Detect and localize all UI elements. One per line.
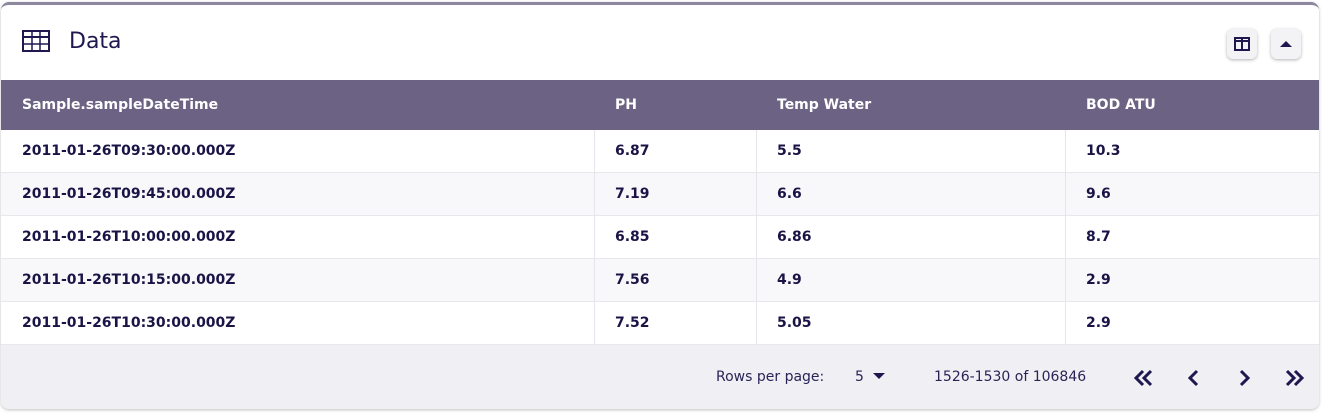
cell-divider: [594, 259, 595, 302]
table-cell: 6.85: [615, 229, 650, 245]
card-title: Data: [69, 29, 122, 54]
table-cell: 2011-01-26T09:45:00.000Z: [22, 186, 236, 202]
columns-button[interactable]: [1227, 29, 1257, 59]
table-cell: 2011-01-26T10:15:00.000Z: [22, 272, 236, 288]
cell-divider: [1065, 173, 1066, 216]
cell-divider: [1065, 259, 1066, 302]
column-header: PH: [615, 97, 637, 113]
cell-divider: [756, 173, 757, 216]
rows-per-page-value: 5: [855, 369, 864, 385]
column-header: BOD ATU: [1086, 97, 1156, 113]
table-header: Sample.sampleDateTime PH Temp Water BOD ATU: [1, 80, 1319, 130]
column-header: Sample.sampleDateTime: [22, 97, 219, 113]
table-cell: 8.7: [1086, 229, 1111, 245]
table-cell: 6.86: [777, 229, 812, 245]
table-icon: [22, 30, 50, 52]
cell-divider: [756, 259, 757, 302]
table-cell: 7.56: [615, 272, 650, 288]
page-range: 1526-1530 of 106846: [934, 369, 1087, 385]
table-cell: 7.19: [615, 186, 650, 202]
table-row: 2011-01-26T10:15:00.000Z 7.56 4.9 2.9: [1, 259, 1319, 302]
dropdown-arrow: [873, 373, 886, 379]
next-page-button[interactable]: [1231, 365, 1257, 391]
cell-divider: [756, 302, 757, 345]
table-cell: 6.87: [615, 143, 650, 159]
table-cell: 2011-01-26T10:00:00.000Z: [22, 229, 236, 245]
cell-divider: [1065, 130, 1066, 173]
table-cell: 4.9: [777, 272, 802, 288]
table-cell: 9.6: [1086, 186, 1111, 202]
cell-divider: [594, 302, 595, 345]
cell-divider: [594, 173, 595, 216]
table-cell: 2011-01-26T10:30:00.000Z: [22, 315, 236, 331]
cell-divider: [756, 216, 757, 259]
table-cell: 2.9: [1086, 272, 1111, 288]
last-page-button[interactable]: [1281, 365, 1307, 391]
table-cell: 2011-01-26T09:30:00.000Z: [22, 143, 236, 159]
table-row: 2011-01-26T10:00:00.000Z 6.85 6.86 8.7: [1, 216, 1319, 259]
cell-divider: [1065, 302, 1066, 345]
table-cell: 6.6: [777, 186, 802, 202]
table-footer: Rows per page: 5 1526-1530 of 106846: [1, 345, 1319, 409]
cell-divider: [756, 130, 757, 173]
table-row: 2011-01-26T09:45:00.000Z 7.19 6.6 9.6: [1, 173, 1319, 216]
first-page-button[interactable]: [1131, 365, 1157, 391]
table-row: 2011-01-26T09:30:00.000Z 6.87 5.5 10.3: [1, 130, 1319, 173]
table-cell: 5.5: [777, 143, 802, 159]
table-row: 2011-01-26T10:30:00.000Z 7.52 5.05 2.9: [1, 302, 1319, 345]
prev-page-button[interactable]: [1181, 365, 1207, 391]
cell-divider: [594, 130, 595, 173]
rows-per-page-select[interactable]: 5: [855, 345, 886, 409]
table-cell: 2.9: [1086, 315, 1111, 331]
rows-per-page-label: Rows per page:: [716, 369, 825, 385]
table-cell: 10.3: [1086, 143, 1121, 159]
table-cell: 7.52: [615, 315, 650, 331]
cell-divider: [594, 216, 595, 259]
cell-divider: [1065, 216, 1066, 259]
column-header: Temp Water: [777, 97, 872, 113]
table-cell: 5.05: [777, 315, 812, 331]
collapse-button[interactable]: [1271, 29, 1301, 59]
